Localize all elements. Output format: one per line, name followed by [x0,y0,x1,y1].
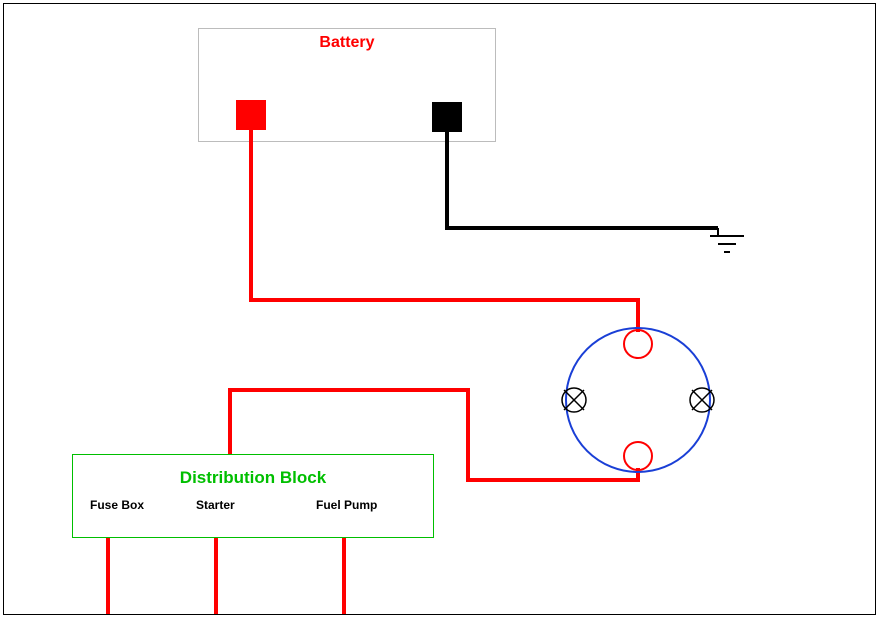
distribution-block-box [72,454,434,538]
diagram-canvas: Battery Distribution Block Fuse Box Star… [0,0,881,620]
battery-positive-terminal [236,100,266,130]
dist-output-label-fuelpump: Fuel Pump [316,498,377,512]
dist-output-label-starter: Starter [196,498,235,512]
distribution-block-title: Distribution Block [72,468,434,488]
battery-label: Battery [198,34,496,52]
dist-output-label-fusebox: Fuse Box [90,498,144,512]
battery-negative-terminal [432,102,462,132]
